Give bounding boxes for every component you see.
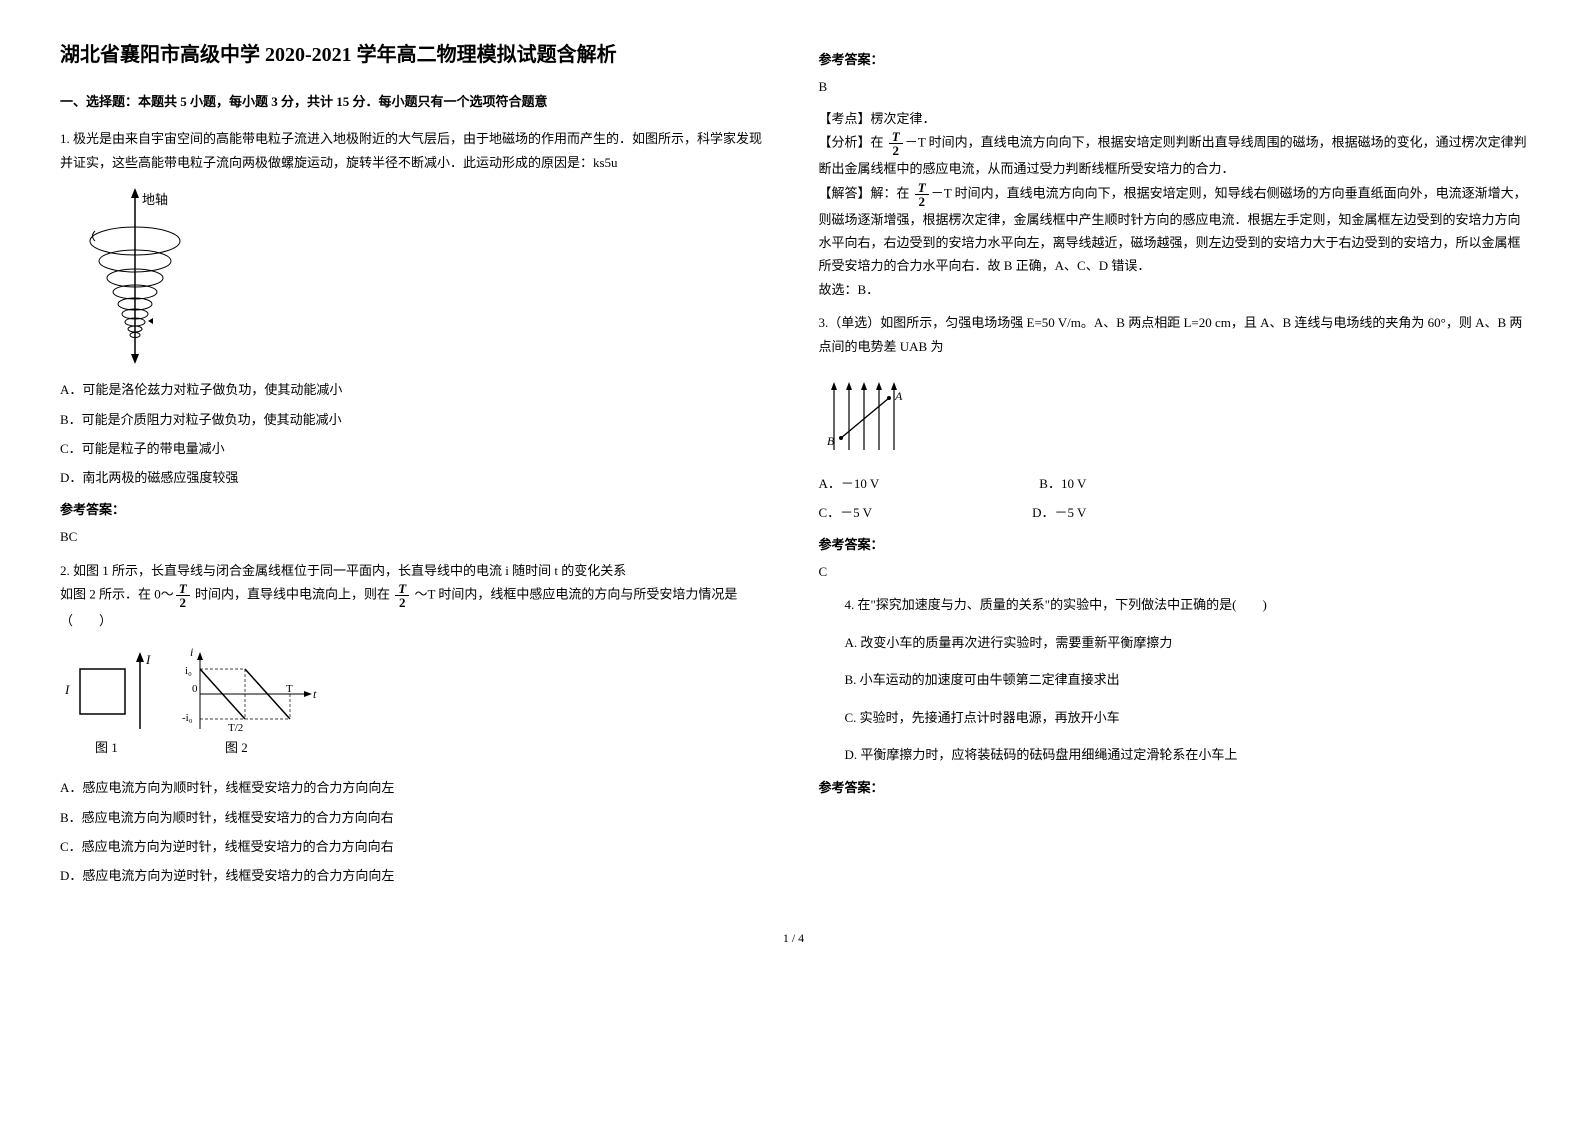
- svg-text:B: B: [827, 434, 835, 448]
- q2-guxuan: 故选：B．: [819, 278, 1528, 301]
- left-column: 湖北省襄阳市高级中学 2020-2021 学年高二物理模拟试题含解析 一、选择题…: [60, 40, 769, 898]
- q2-option-a: A．感应电流方向为顺时针，线框受安培力的合力方向向左: [60, 776, 769, 799]
- svg-text:A: A: [894, 389, 903, 403]
- q2-stem-p2: 如图 2 所示．在 0～T2 时间内，直导线中电流向上，则在 T2 ～T 时间内…: [60, 582, 769, 632]
- q4-option-c: C. 实验时，先接通打点计时器电源，再放开小车: [845, 706, 1528, 729]
- q1-diagram: 地轴: [60, 186, 769, 366]
- fraction-t-over-2: T2: [176, 582, 190, 609]
- exam-title: 湖北省襄阳市高级中学 2020-2021 学年高二物理模拟试题含解析: [60, 40, 769, 70]
- fraction-t-over-2: T2: [915, 181, 929, 208]
- question-1: 1. 极光是由来自宇宙空间的高能带电粒子流进入地极附近的大气层后，由于地磁场的作…: [60, 127, 769, 548]
- svg-text:图 1: 图 1: [95, 740, 118, 755]
- svg-text:图 2: 图 2: [225, 740, 248, 755]
- svg-text:i: i: [190, 645, 193, 659]
- svg-text:t: t: [313, 687, 317, 701]
- q1-stem: 1. 极光是由来自宇宙空间的高能带电粒子流进入地极附近的大气层后，由于地磁场的作…: [60, 127, 769, 174]
- q2-option-d: D．感应电流方向为逆时针，线框受安培力的合力方向向左: [60, 864, 769, 887]
- q1-answer: BC: [60, 525, 769, 548]
- svg-text:i₀: i₀: [185, 665, 192, 677]
- question-3: 3.（单选）如图所示，匀强电场场强 E=50 V/m。A、B 两点相距 L=20…: [819, 311, 1528, 583]
- q2-stem-p1: 2. 如图 1 所示，长直导线与闭合金属线框位于同一平面内，长直导线中的电流 i…: [60, 559, 769, 582]
- q2-stem-p2a: 如图 2 所示．在 0～: [60, 586, 174, 601]
- q3-option-b: B．10 V: [1039, 472, 1086, 495]
- q2-option-b: B．感应电流方向为顺时针，线框受安培力的合力方向向右: [60, 806, 769, 829]
- right-column: 参考答案： B 【考点】楞次定律． 【分析】在 T2－T 时间内，直线电流方向向…: [819, 40, 1528, 898]
- q2-diagrams: I I t i i₀ -i₀ 0: [60, 644, 769, 764]
- fraction-t-over-2: T2: [395, 582, 409, 609]
- q2-jieda: 【解答】解：在 T2－T 时间内，直线电流方向向下，根据安培定则，知导线右侧磁场…: [819, 181, 1528, 278]
- answer-label: 参考答案：: [819, 533, 1528, 556]
- q2-kaodian: 【考点】楞次定律．: [819, 107, 1528, 130]
- q3-answer: C: [819, 560, 1528, 583]
- q2-fenxi-a: 【分析】在: [819, 135, 887, 150]
- q2-fenxi-b: －T 时间内，直线电流方向向下，根据安培定则判断出直导线周围的磁场，根据磁场的变…: [819, 135, 1527, 177]
- q2-option-c: C．感应电流方向为逆时针，线框受安培力的合力方向向右: [60, 835, 769, 858]
- page-number: 1 / 4: [60, 928, 1527, 950]
- q4-stem: 4. 在"探究加速度与力、质量的关系"的实验中，下列做法中正确的是( ): [845, 593, 1528, 616]
- svg-text:T/2: T/2: [228, 722, 243, 734]
- q2-stem-p2b: 时间内，直导线中电流向上，则在: [192, 586, 394, 601]
- answer-label: 参考答案：: [60, 498, 769, 521]
- axis-label: 地轴: [142, 192, 168, 207]
- svg-text:T: T: [286, 683, 293, 695]
- q1-option-a: A．可能是洛伦兹力对粒子做负功，使其动能减小: [60, 378, 769, 401]
- svg-text:I: I: [64, 682, 70, 697]
- question-4: 4. 在"探究加速度与力、质量的关系"的实验中，下列做法中正确的是( ) A. …: [819, 593, 1528, 766]
- q1-option-c: C．可能是粒子的带电量减小: [60, 437, 769, 460]
- svg-text:-i₀: -i₀: [182, 712, 193, 724]
- question-2: 2. 如图 1 所示，长直导线与闭合金属线框位于同一平面内，长直导线中的电流 i…: [60, 559, 769, 888]
- q4-option-d: D. 平衡摩擦力时，应将装砝码的砝码盘用细绳通过定滑轮系在小车上: [845, 743, 1528, 766]
- q4-option-b: B. 小车运动的加速度可由牛顿第二定律直接求出: [845, 668, 1528, 691]
- svg-text:0: 0: [192, 683, 198, 695]
- q1-option-d: D．南北两极的磁感应强度较强: [60, 466, 769, 489]
- svg-text:I: I: [145, 652, 151, 667]
- q1-option-b: B．可能是介质阻力对粒子做负功，使其动能减小: [60, 408, 769, 431]
- q2-answer: B: [819, 75, 1528, 98]
- answer-label: 参考答案：: [819, 776, 1528, 799]
- q3-option-c: C．－5 V: [819, 501, 873, 524]
- section-heading: 一、选择题：本题共 5 小题，每小题 3 分，共计 15 分．每小题只有一个选项…: [60, 90, 769, 113]
- fraction-t-over-2: T2: [889, 130, 903, 157]
- q3-stem: 3.（单选）如图所示，匀强电场场强 E=50 V/m。A、B 两点相距 L=20…: [819, 311, 1528, 358]
- q3-diagram: A B: [819, 370, 1528, 460]
- q4-option-a: A. 改变小车的质量再次进行实验时，需要重新平衡摩擦力: [845, 631, 1528, 654]
- q2-fenxi: 【分析】在 T2－T 时间内，直线电流方向向下，根据安培定则判断出直导线周围的磁…: [819, 130, 1528, 180]
- q3-option-a: A．－10 V: [819, 472, 880, 495]
- q3-option-d: D．－5 V: [1032, 501, 1086, 524]
- answer-label: 参考答案：: [819, 48, 1528, 71]
- q2-jieda-a: 【解答】解：在: [819, 185, 913, 200]
